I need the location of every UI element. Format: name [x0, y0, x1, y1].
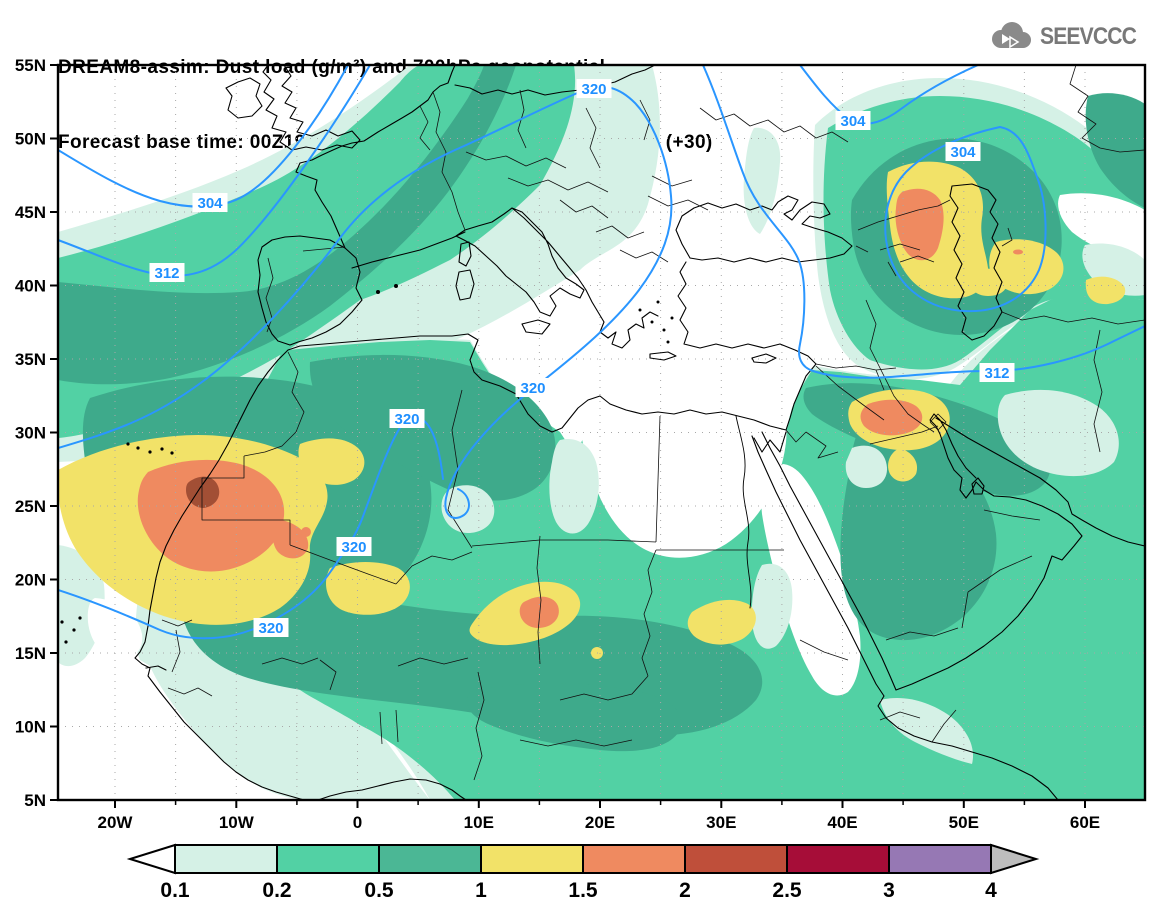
contour-label-halo: [253, 618, 289, 637]
lat-tick-label: 30N: [15, 424, 46, 443]
contour-label-halo: [389, 409, 425, 428]
colorbar-legend: 0.1 0.2 0.5 1 1.5 2 2.5 3 4: [126, 843, 1040, 902]
colorbar-cell: [888, 844, 992, 874]
lat-tick-label: 20N: [15, 571, 46, 590]
contour-value-label: 312: [154, 265, 179, 282]
lon-tick-label: 50E: [949, 813, 979, 832]
seevccc-cloud-icon: [991, 22, 1031, 49]
lat-tick-label: 40N: [15, 277, 46, 296]
lon-tick-label: 0: [353, 813, 362, 832]
colorbar-cell: [174, 844, 278, 874]
contour-label-halo: [515, 378, 551, 397]
colorbar-cell: [582, 844, 686, 874]
lat-tick-label: 55N: [15, 56, 46, 75]
colorbar-label: 2.5: [772, 879, 802, 902]
lon-tick-label: 20W: [98, 813, 134, 832]
lon-tick-label: 60E: [1070, 813, 1100, 832]
coastlines: [134, 65, 1145, 800]
contour-value-label: 320: [581, 81, 606, 98]
contour-label-halo: [336, 537, 372, 556]
contour-304-caspian: [884, 126, 1047, 313]
islands: [60, 284, 674, 644]
contour-label-halo: [835, 111, 871, 130]
contour-value-label: 304: [840, 113, 866, 130]
colorbar-cell: [276, 844, 380, 874]
country-borders: [161, 65, 1145, 781]
lon-tick-label: 30E: [706, 813, 736, 832]
colorbar-label: 0.2: [262, 879, 291, 902]
dust-level-1.5-layer: [137, 188, 1023, 628]
lon-tick-label: 40E: [827, 813, 857, 832]
colorbar-label: 3: [883, 879, 895, 902]
lon-tick-label: 10W: [219, 813, 255, 832]
lat-tick-label: 5N: [24, 791, 46, 810]
lon-tick-label: 10E: [464, 813, 494, 832]
contour-312-west: [58, 65, 371, 277]
nile-river: [735, 415, 752, 609]
colorbar-cell: [786, 844, 890, 874]
colorbar-cell: [480, 844, 584, 874]
colorbar-cell: [684, 844, 788, 874]
contour-label-halo: [576, 79, 612, 98]
lat-tick-label: 50N: [15, 130, 46, 149]
contour-value-labels: 304 312 320 320 320 320 320 304 304 312: [149, 79, 1015, 637]
lat-tick-label: 35N: [15, 350, 46, 369]
contour-value-label: 320: [520, 380, 545, 397]
colorbar-underflow-arrow: [126, 843, 176, 875]
clear-air-holes: [87, 193, 1145, 696]
contour-value-label: 320: [394, 411, 419, 428]
contour-value-label: 320: [258, 620, 283, 637]
axis-labels: 55N 50N 45N 40N 35N 30N 25N 20N 15N 10N 5N 20W 10W 0 1…: [15, 56, 1100, 832]
colorbar-label: 1: [475, 879, 487, 902]
contour-value-label: 312: [984, 365, 1009, 382]
contour-320-main: [58, 85, 673, 519]
contour-label-halo: [192, 193, 228, 212]
colorbar-overflow-arrow: [990, 843, 1040, 875]
contour-value-label: 320: [341, 539, 366, 556]
contour-value-label: 304: [950, 144, 976, 161]
lat-tick-label: 15N: [15, 644, 46, 663]
contour-label-halo: [979, 363, 1015, 382]
contour-304-east: [799, 65, 979, 125]
seevccc-logo: SEEVCCC: [988, 20, 1149, 54]
colorbar-label: 1.5: [568, 879, 598, 902]
dust-level-2.5-layer: [186, 476, 220, 508]
contour-label-halo: [149, 263, 185, 282]
colorbar-cell: [378, 844, 482, 874]
colorbar-label: 0.1: [160, 879, 190, 902]
colorbar-label: 4: [985, 879, 997, 902]
colorbar-label: 0.5: [364, 879, 394, 902]
lat-tick-label: 25N: [15, 497, 46, 516]
contour-label-halo: [945, 142, 981, 161]
seevccc-logo-text: SEEVCCC: [1039, 23, 1137, 50]
lat-tick-label: 10N: [15, 718, 46, 737]
lat-tick-label: 45N: [15, 203, 46, 222]
contour-value-label: 304: [197, 195, 223, 212]
colorbar-label: 2: [679, 879, 691, 902]
geopotential-contours: [58, 65, 1145, 640]
lon-tick-label: 20E: [585, 813, 615, 832]
map-frame: [50, 63, 1147, 808]
